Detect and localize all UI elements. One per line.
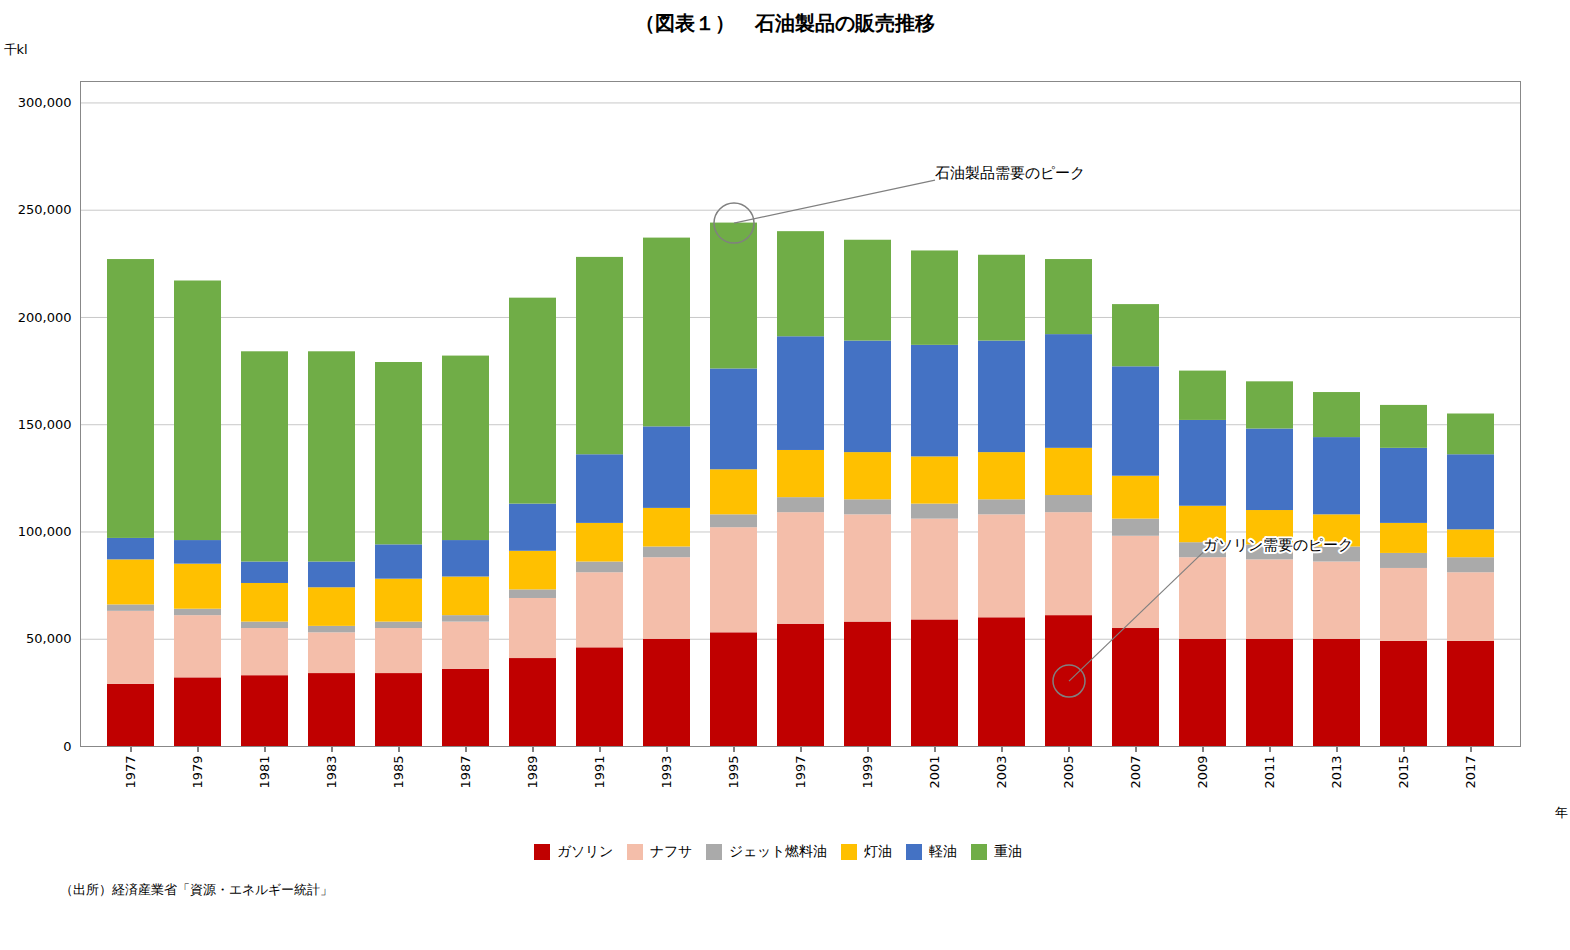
svg-text:300,000: 300,000 <box>18 95 72 110</box>
svg-text:年: 年 <box>1555 805 1568 820</box>
svg-text:2005: 2005 <box>1061 756 1076 789</box>
svg-text:2015: 2015 <box>1396 756 1411 789</box>
svg-text:1981: 1981 <box>257 756 272 789</box>
svg-text:250,000: 250,000 <box>18 202 72 217</box>
svg-text:1997: 1997 <box>793 756 808 789</box>
html-text:ガソリン: ガソリン <box>557 842 613 859</box>
svg-text:2009: 2009 <box>1195 756 1210 789</box>
html-text:軽油: 軽油 <box>929 842 957 859</box>
svg-text:1979: 1979 <box>190 756 205 789</box>
svg-text:50,000: 50,000 <box>26 631 72 646</box>
svg-text:1983: 1983 <box>324 756 339 789</box>
svg-text:2007: 2007 <box>1128 756 1143 789</box>
svg-text:150,000: 150,000 <box>18 417 72 432</box>
html-text:（出所）経済産業省「資源・エネルギー統計」: （出所）経済産業省「資源・エネルギー統計」 <box>60 882 333 897</box>
svg-text:1991: 1991 <box>592 756 607 789</box>
svg-text:1987: 1987 <box>458 756 473 789</box>
svg-text:ガソリン需要のピーク: ガソリン需要のピーク <box>1203 536 1353 554</box>
svg-text:2013: 2013 <box>1329 756 1344 789</box>
svg-text:100,000: 100,000 <box>18 524 72 539</box>
html-text:ナフサ: ナフサ <box>650 842 692 859</box>
svg-text:2011: 2011 <box>1262 756 1277 789</box>
svg-text:1993: 1993 <box>659 756 674 789</box>
svg-text:千kl: 千kl <box>4 42 28 57</box>
svg-text:石油製品需要のピーク: 石油製品需要のピーク <box>935 164 1085 182</box>
svg-text:1977: 1977 <box>123 756 138 789</box>
html-text:（図表１） 石油製品の販売推移: （図表１） 石油製品の販売推移 <box>635 11 935 35</box>
svg-text:2003: 2003 <box>994 756 1009 789</box>
svg-text:1999: 1999 <box>860 756 875 789</box>
svg-text:2017: 2017 <box>1463 756 1478 789</box>
html-text:灯油: 灯油 <box>864 842 892 859</box>
html-text:ジェット燃料油: ジェット燃料油 <box>729 842 827 859</box>
svg-text:0: 0 <box>63 739 71 754</box>
html-text:重油: 重油 <box>994 842 1022 859</box>
svg-text:1985: 1985 <box>391 756 406 789</box>
svg-text:2001: 2001 <box>927 756 942 789</box>
svg-text:1989: 1989 <box>525 756 540 789</box>
svg-text:200,000: 200,000 <box>18 310 72 325</box>
svg-text:1995: 1995 <box>726 756 741 789</box>
